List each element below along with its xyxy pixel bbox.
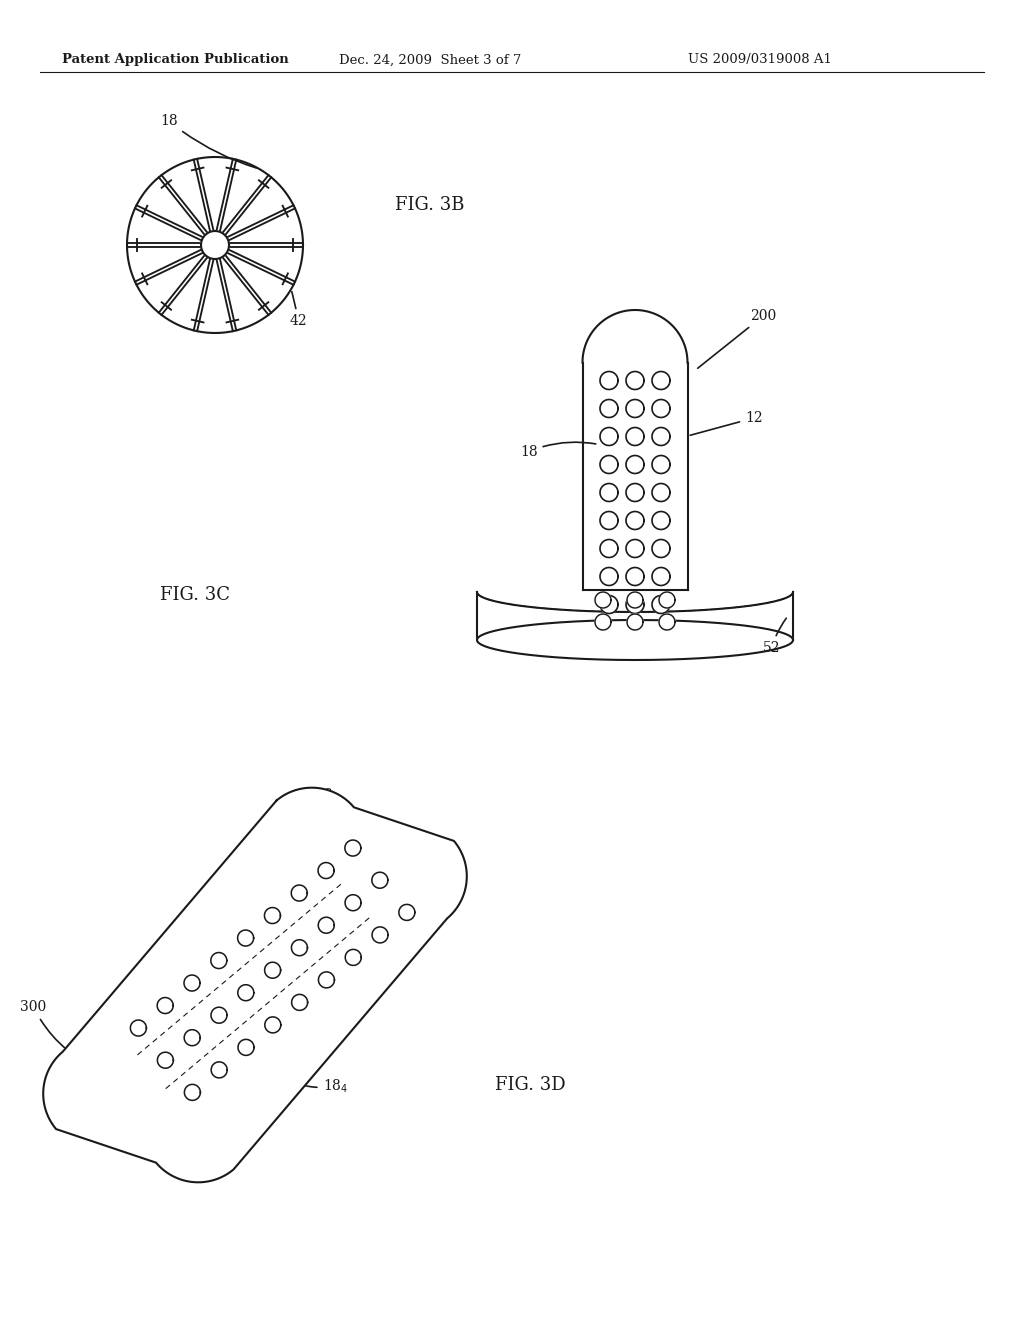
Polygon shape [211, 953, 226, 969]
Polygon shape [626, 455, 644, 474]
Text: 300: 300 [20, 1001, 102, 1071]
Polygon shape [292, 940, 307, 956]
Text: US 2009/0319008 A1: US 2009/0319008 A1 [688, 54, 831, 66]
Polygon shape [264, 908, 281, 924]
Text: 200: 200 [697, 309, 776, 368]
Polygon shape [238, 1039, 254, 1056]
Polygon shape [595, 614, 611, 630]
Polygon shape [477, 620, 793, 660]
Polygon shape [600, 400, 618, 417]
Polygon shape [600, 512, 618, 529]
Polygon shape [372, 927, 388, 942]
Polygon shape [600, 540, 618, 557]
Polygon shape [600, 371, 618, 389]
Polygon shape [600, 595, 618, 614]
Polygon shape [652, 400, 670, 417]
Text: Patent Application Publication: Patent Application Publication [61, 54, 289, 66]
Polygon shape [238, 931, 254, 946]
Polygon shape [399, 904, 415, 920]
Polygon shape [238, 985, 254, 1001]
Text: 12: 12 [690, 411, 763, 436]
Polygon shape [265, 1016, 281, 1032]
Polygon shape [652, 568, 670, 586]
Text: FIG. 3C: FIG. 3C [160, 586, 230, 605]
Polygon shape [184, 975, 200, 991]
Text: 18$_3$: 18$_3$ [181, 1167, 207, 1184]
Polygon shape [595, 591, 611, 609]
Text: 12: 12 [346, 909, 416, 965]
Polygon shape [600, 428, 618, 445]
Polygon shape [600, 483, 618, 502]
Polygon shape [158, 1052, 173, 1068]
Polygon shape [345, 840, 360, 857]
Text: FIG. 3D: FIG. 3D [495, 1076, 565, 1094]
Polygon shape [211, 1061, 227, 1078]
Polygon shape [659, 614, 675, 630]
Polygon shape [158, 998, 173, 1014]
Polygon shape [652, 483, 670, 502]
Polygon shape [626, 568, 644, 586]
Text: 42: 42 [290, 292, 307, 327]
Text: 18: 18 [262, 788, 334, 896]
Text: FIG. 3B: FIG. 3B [395, 195, 465, 214]
Polygon shape [201, 231, 229, 259]
Polygon shape [652, 371, 670, 389]
Polygon shape [652, 455, 670, 474]
Text: 18: 18 [520, 442, 596, 458]
Polygon shape [318, 917, 334, 933]
Polygon shape [184, 1085, 201, 1101]
Polygon shape [652, 428, 670, 445]
Polygon shape [372, 873, 388, 888]
Text: Dec. 24, 2009  Sheet 3 of 7: Dec. 24, 2009 Sheet 3 of 7 [339, 54, 521, 66]
Polygon shape [626, 483, 644, 502]
Polygon shape [627, 614, 643, 630]
Polygon shape [318, 862, 334, 879]
Text: 18$_4$: 18$_4$ [249, 1048, 348, 1096]
Text: 18$_1$: 18$_1$ [105, 1002, 168, 1040]
Polygon shape [345, 895, 361, 911]
Text: 52: 52 [763, 618, 786, 655]
Polygon shape [626, 400, 644, 417]
Polygon shape [184, 1030, 200, 1045]
Polygon shape [43, 788, 467, 1183]
Polygon shape [318, 972, 335, 987]
Text: 18: 18 [160, 114, 256, 168]
Polygon shape [600, 568, 618, 586]
Text: 18$_2$: 18$_2$ [168, 1151, 194, 1168]
Polygon shape [626, 428, 644, 445]
Polygon shape [626, 371, 644, 389]
Polygon shape [130, 1020, 146, 1036]
Polygon shape [652, 540, 670, 557]
Polygon shape [291, 884, 307, 902]
Polygon shape [600, 455, 618, 474]
Polygon shape [345, 949, 361, 965]
Polygon shape [659, 591, 675, 609]
Polygon shape [626, 595, 644, 614]
Polygon shape [652, 512, 670, 529]
Polygon shape [264, 962, 281, 978]
Polygon shape [627, 591, 643, 609]
Polygon shape [626, 512, 644, 529]
Polygon shape [626, 540, 644, 557]
Polygon shape [652, 595, 670, 614]
Polygon shape [211, 1007, 227, 1023]
Polygon shape [292, 994, 307, 1010]
